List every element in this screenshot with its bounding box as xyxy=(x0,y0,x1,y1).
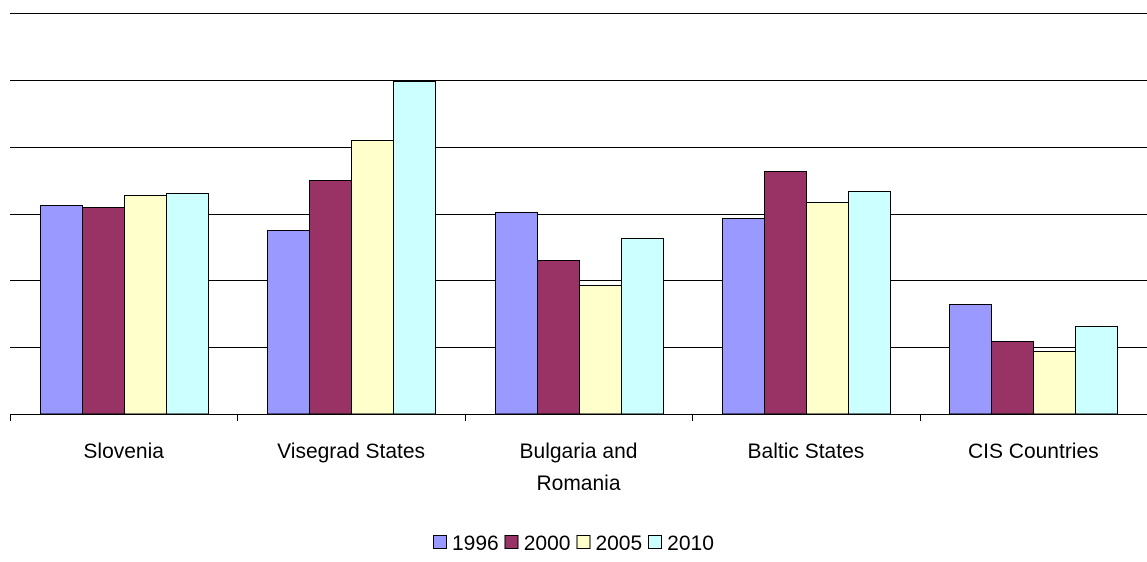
x-tick-label-line: Slovenia xyxy=(83,440,164,463)
x-tick-label-line: CIS Countries xyxy=(968,440,1099,463)
x-tick-label: Visegrad States xyxy=(277,440,425,463)
bar-2010-baltic-states xyxy=(848,191,891,415)
x-tick-label: CIS Countries xyxy=(968,440,1099,463)
bar-1996-bulgaria-and-romania xyxy=(495,212,538,415)
legend: 1996 2000 2005 2010 xyxy=(433,532,714,555)
legend-label-2000: 2000 xyxy=(524,532,571,555)
category-labels: Slovenia Visegrad States Bulgaria and Roman… xyxy=(83,440,1098,495)
x-tick-label: Slovenia xyxy=(83,440,164,463)
bar-2005-slovenia xyxy=(124,195,167,415)
bar-2005-cis-countries xyxy=(1033,351,1076,415)
legend-label-1996: 1996 xyxy=(452,532,499,555)
x-tick-label-line: Bulgaria and xyxy=(520,440,638,463)
bar-2000-cis-countries xyxy=(991,341,1034,415)
bar-2005-baltic-states xyxy=(806,202,849,415)
legend-swatch-2000 xyxy=(504,535,519,549)
legend-swatch-2005 xyxy=(576,535,591,549)
bar-2010-visegrad-states xyxy=(393,81,436,415)
bar-1996-baltic-states xyxy=(722,218,765,415)
bars xyxy=(40,81,1118,415)
bar-2005-bulgaria-and-romania xyxy=(579,285,622,415)
bar-2005-visegrad-states xyxy=(351,140,394,415)
bar-1996-cis-countries xyxy=(949,304,992,415)
legend-label-2010: 2010 xyxy=(667,532,714,555)
legend-swatch-1996 xyxy=(433,535,447,549)
bar-2010-cis-countries xyxy=(1075,326,1118,415)
x-tick-label: Bulgaria and Romania xyxy=(520,440,638,495)
bar-2010-slovenia xyxy=(166,193,209,415)
bar-2000-slovenia xyxy=(82,207,125,415)
bar-2000-visegrad-states xyxy=(309,180,352,415)
legend-swatch-2010 xyxy=(648,535,663,549)
bar-2000-bulgaria-and-romania xyxy=(537,260,580,415)
legend-label-2005: 2005 xyxy=(595,532,642,555)
bar-2010-bulgaria-and-romania xyxy=(621,238,664,415)
x-tick-label: Baltic States xyxy=(748,440,865,463)
x-axis xyxy=(10,414,1147,421)
x-tick-label-line: Baltic States xyxy=(748,440,865,463)
bar-1996-visegrad-states xyxy=(267,230,310,415)
bar-1996-slovenia xyxy=(40,205,83,415)
x-tick-label-line: Romania xyxy=(536,472,620,495)
x-tick-label-line: Visegrad States xyxy=(277,440,425,463)
bar-2000-baltic-states xyxy=(764,171,807,415)
